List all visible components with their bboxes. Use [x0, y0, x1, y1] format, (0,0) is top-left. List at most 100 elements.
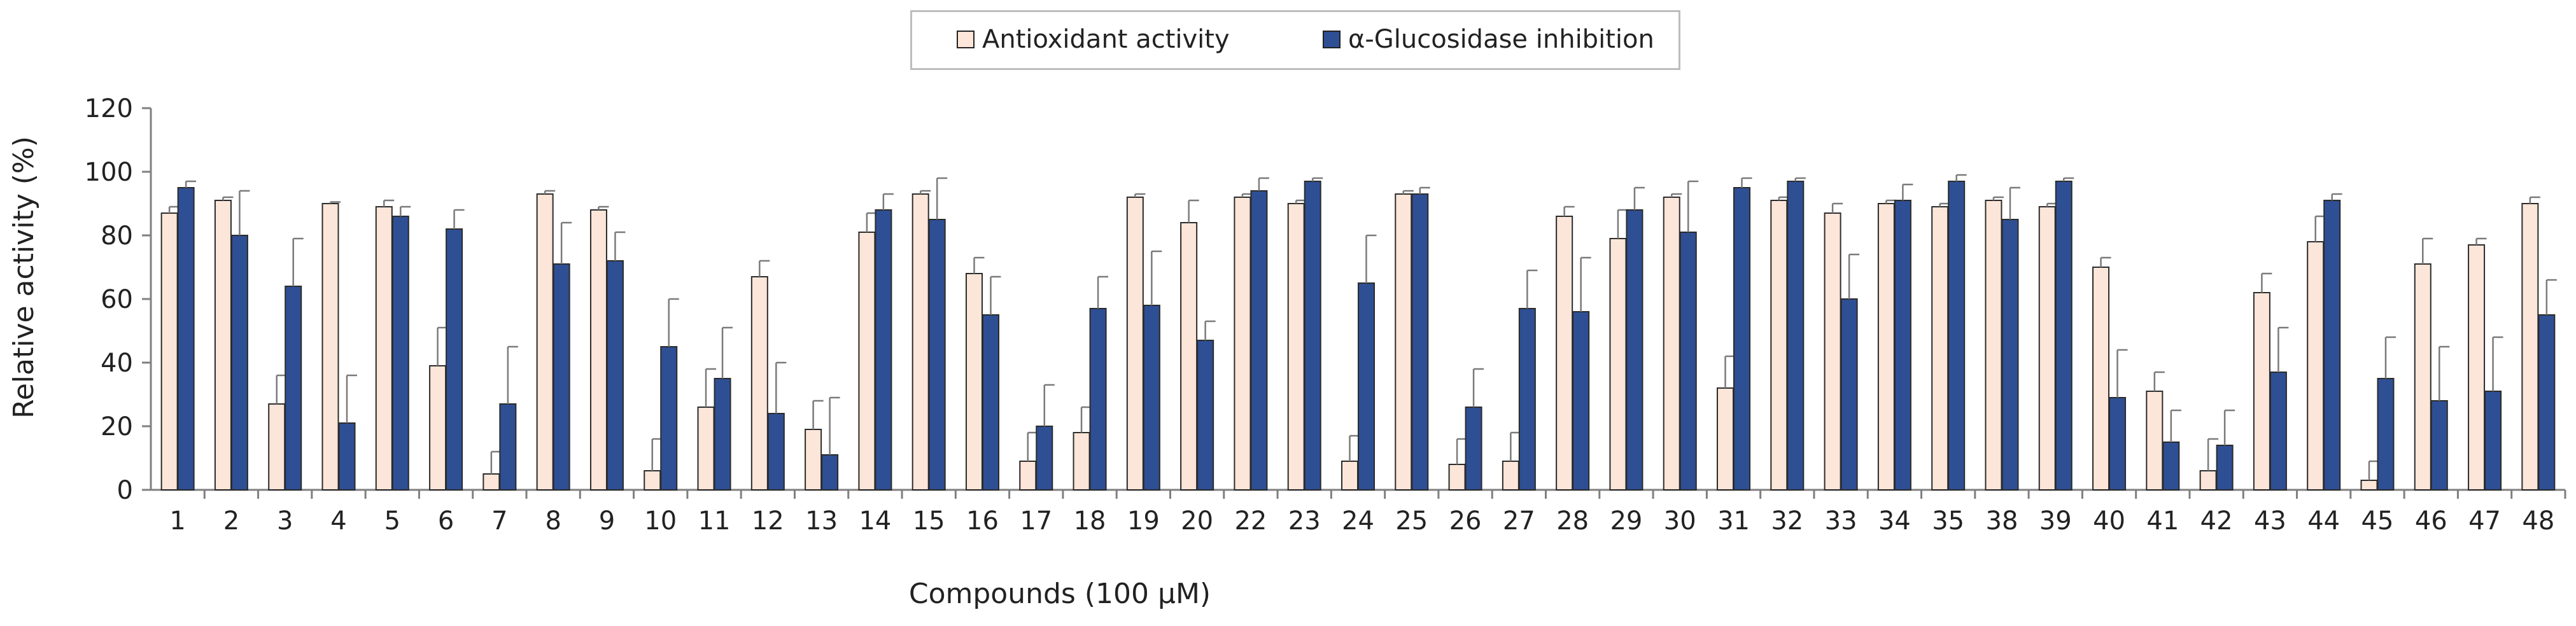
y-tick-label: 100	[85, 158, 133, 187]
bar-glucosidase	[1250, 190, 1268, 490]
x-tick-label: 35	[1932, 506, 1964, 536]
bar-glucosidase	[1411, 193, 1429, 490]
bar-antioxidant	[911, 193, 929, 490]
x-tick-label: 45	[2361, 506, 2394, 536]
x-tick-label: 34	[1878, 506, 1911, 536]
x-tick-label: 40	[2093, 506, 2125, 536]
x-tick-label: 26	[1449, 506, 1482, 536]
x-tick-label: 22	[1234, 506, 1267, 536]
x-tick-label: 19	[1127, 506, 1160, 536]
bar-glucosidase	[1948, 181, 1966, 490]
bar-antioxidant	[2307, 241, 2325, 490]
bar-antioxidant	[697, 407, 715, 490]
bar-glucosidase	[1358, 282, 1375, 490]
bar-antioxidant	[2521, 203, 2539, 490]
x-tick-label: 13	[805, 506, 838, 536]
bar-antioxidant	[2146, 391, 2164, 490]
x-tick-label: 11	[698, 506, 731, 536]
x-tick-label: 6	[438, 506, 454, 536]
bar-antioxidant	[482, 473, 500, 490]
bar-antioxidant	[160, 212, 178, 490]
legend-swatch-antioxidant	[957, 31, 975, 48]
bar-antioxidant	[1180, 222, 1198, 490]
bar-glucosidase	[285, 286, 302, 490]
bar-glucosidase	[1465, 407, 1482, 490]
bar-antioxidant	[1341, 461, 1358, 490]
legend-label-antioxidant: Antioxidant activity	[982, 25, 1230, 54]
bar-glucosidase	[1626, 209, 1643, 490]
x-tick-label: 20	[1181, 506, 1213, 536]
x-axis-title: Compounds (100 μM)	[909, 578, 1211, 610]
bar-glucosidase	[1197, 340, 1214, 490]
bar-antioxidant	[2253, 292, 2270, 490]
bar-glucosidase	[2001, 219, 2019, 490]
y-tick-label: 0	[117, 476, 133, 505]
x-tick-label: 10	[644, 506, 677, 536]
bar-glucosidase	[2055, 181, 2073, 490]
bar-antioxidant	[1287, 203, 1305, 490]
y-tick-label: 20	[101, 412, 133, 442]
bar-antioxidant	[268, 403, 286, 490]
bar-antioxidant	[858, 232, 876, 490]
bar-antioxidant	[1019, 461, 1037, 490]
bar-glucosidase	[338, 422, 356, 490]
bar-antioxidant	[1985, 200, 2002, 490]
bar-antioxidant	[2199, 470, 2217, 490]
bar-antioxidant	[1395, 193, 1412, 490]
bar-antioxidant	[589, 209, 607, 490]
bar-antioxidant	[2092, 267, 2110, 490]
x-tick-label: 29	[1610, 506, 1642, 536]
legend-item-glucosidase: α-Glucosidase inhibition	[1323, 25, 1654, 54]
x-tick-label: 42	[2200, 506, 2233, 536]
bar-antioxidant	[429, 365, 447, 490]
bar-antioxidant	[1609, 238, 1627, 490]
bar-glucosidase	[230, 235, 248, 490]
x-tick-label: 30	[1664, 506, 1696, 536]
bar-antioxidant	[1234, 197, 1251, 490]
bar-antioxidant	[536, 193, 554, 490]
bar-glucosidase	[767, 413, 785, 490]
bar-antioxidant	[965, 273, 983, 490]
bar-glucosidase	[1894, 200, 1911, 490]
x-tick-label: 15	[913, 506, 945, 536]
bar-glucosidase	[821, 454, 839, 490]
x-tick-label: 48	[2522, 506, 2554, 536]
bar-antioxidant	[1824, 212, 1841, 490]
bar-antioxidant	[750, 276, 768, 490]
bar-antioxidant	[2038, 206, 2056, 490]
bar-glucosidase	[177, 187, 195, 490]
bar-antioxidant	[1126, 197, 1144, 490]
x-tick-label: 28	[1556, 506, 1589, 536]
legend-item-antioxidant: Antioxidant activity	[957, 25, 1230, 54]
x-tick-label: 33	[1825, 506, 1857, 536]
bar-antioxidant	[1502, 461, 1519, 490]
bar-antioxidant	[1717, 387, 1735, 490]
x-tick-label: 7	[491, 506, 507, 536]
y-tick-label: 80	[101, 221, 133, 251]
y-tick-label: 40	[101, 349, 133, 378]
x-tick-label: 5	[384, 506, 400, 536]
x-tick-label: 27	[1503, 506, 1535, 536]
legend-label-glucosidase: α-Glucosidase inhibition	[1348, 25, 1654, 54]
x-tick-label: 43	[2254, 506, 2286, 536]
bar-glucosidase	[1518, 308, 1536, 490]
bar-antioxidant	[1931, 206, 1949, 490]
bars-layer	[160, 174, 2557, 490]
y-tick-label: 120	[85, 94, 133, 123]
bar-glucosidase	[982, 314, 999, 490]
x-tick-label: 44	[2307, 506, 2340, 536]
bar-glucosidase	[928, 219, 946, 490]
x-tick-label: 14	[859, 506, 891, 536]
bar-glucosidase	[1143, 305, 1160, 490]
bar-glucosidase	[2216, 445, 2234, 490]
bar-antioxidant	[1448, 464, 1466, 490]
legend-swatch-glucosidase	[1323, 31, 1341, 48]
bar-glucosidase	[606, 260, 624, 490]
bar-glucosidase	[1572, 311, 1590, 490]
bar-glucosidase	[2162, 442, 2180, 490]
x-tick-label: 1	[169, 506, 185, 536]
x-tick-label: 39	[2039, 506, 2072, 536]
bar-antioxidant	[2414, 263, 2432, 490]
x-tick-label: 47	[2468, 506, 2501, 536]
